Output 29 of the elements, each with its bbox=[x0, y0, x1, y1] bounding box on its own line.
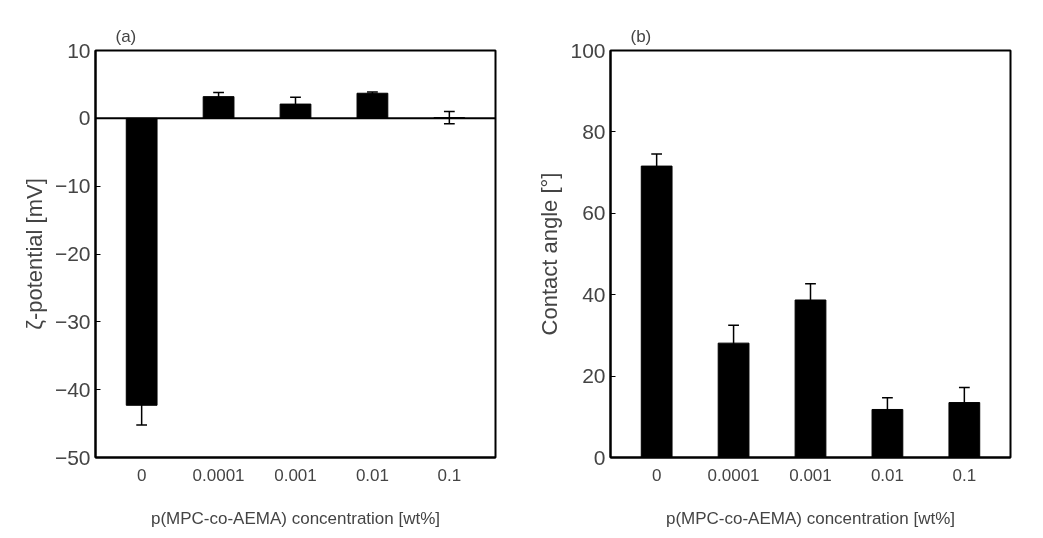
y-tick-label: 20 bbox=[582, 364, 606, 388]
x-tick-label: 0.0001 bbox=[707, 465, 760, 485]
y-tick-label: 100 bbox=[570, 38, 606, 62]
x-tick-label: 0.1 bbox=[952, 465, 977, 485]
y-tick-label: −40 bbox=[54, 377, 91, 401]
x-tick-label: 0.0001 bbox=[192, 465, 245, 485]
x-tick-label: 0.1 bbox=[437, 465, 462, 485]
y-tick-label: 40 bbox=[582, 282, 606, 306]
x-tick-label: 0 bbox=[136, 465, 147, 485]
y-tick-label: −20 bbox=[54, 242, 91, 265]
y-tick-label: 0 bbox=[593, 445, 606, 469]
y-tick-label: −30 bbox=[54, 309, 91, 333]
x-tick-label: 0.01 bbox=[355, 465, 389, 485]
y-tick-label: 60 bbox=[582, 201, 606, 225]
y-tick-label: 80 bbox=[582, 119, 606, 143]
x-tick-label: 0.001 bbox=[789, 465, 832, 485]
y-tick-label: 0 bbox=[78, 106, 91, 130]
x-tick-label: 0.01 bbox=[870, 465, 904, 485]
x-tick-label: 0 bbox=[651, 465, 662, 485]
y-axis-title: ζ-potential [mV] bbox=[21, 178, 47, 330]
chart-title: (b) bbox=[630, 26, 652, 46]
y-tick-label: 10 bbox=[67, 38, 91, 62]
y-tick-label: −10 bbox=[54, 174, 91, 198]
x-axis-title: p(MPC-co-AEMA) concentration [wt%] bbox=[665, 508, 956, 528]
x-tick-label: 0.001 bbox=[274, 465, 317, 485]
chart-title: (a) bbox=[115, 26, 137, 46]
y-tick-label: −50 bbox=[54, 445, 91, 469]
x-axis-title: p(MPC-co-AEMA) concentration [wt%] bbox=[150, 508, 441, 528]
y-axis-title: Contact angle [°] bbox=[537, 172, 563, 336]
